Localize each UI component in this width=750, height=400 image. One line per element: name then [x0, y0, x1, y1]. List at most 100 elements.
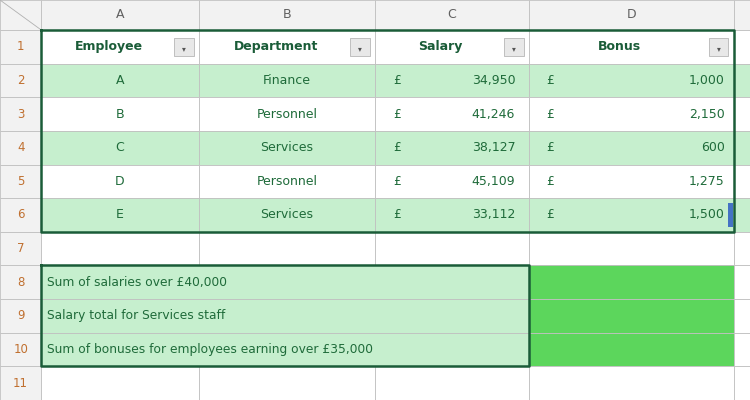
Bar [734, 64, 750, 97]
Bar [529, 0, 734, 30]
Text: A: A [116, 8, 124, 22]
Bar [0, 232, 41, 266]
Bar [41, 333, 529, 366]
Bar [734, 198, 750, 232]
Bar [0, 30, 41, 64]
Text: Finance: Finance [262, 74, 310, 87]
Bar [728, 203, 733, 227]
Text: 8: 8 [17, 276, 24, 289]
Bar [529, 366, 734, 400]
Text: 9: 9 [16, 310, 24, 322]
Text: £: £ [394, 141, 401, 154]
Bar [199, 30, 375, 64]
Bar [0, 97, 41, 131]
Bar [0, 131, 41, 164]
Bar [41, 198, 199, 232]
Bar [41, 164, 199, 198]
Bar [41, 366, 199, 400]
Bar [529, 30, 734, 64]
Text: C: C [116, 141, 124, 154]
Text: 1,275: 1,275 [688, 175, 724, 188]
Bar [375, 0, 529, 30]
Text: ▾: ▾ [716, 44, 721, 53]
Bar [0, 164, 41, 198]
Bar [529, 64, 734, 97]
Text: 2: 2 [16, 74, 24, 87]
Text: ▾: ▾ [182, 44, 186, 53]
Bar [350, 38, 370, 56]
Text: 5: 5 [17, 175, 24, 188]
Text: 11: 11 [13, 377, 28, 390]
Bar [199, 198, 375, 232]
Text: Personnel: Personnel [256, 175, 317, 188]
Bar [529, 164, 734, 198]
Bar [0, 198, 41, 232]
Bar [41, 0, 199, 30]
Bar [199, 97, 375, 131]
Bar [734, 164, 750, 198]
Text: 4: 4 [16, 141, 24, 154]
Bar [529, 266, 734, 299]
Text: Department: Department [233, 40, 318, 53]
Text: 3: 3 [17, 108, 24, 120]
Text: 1: 1 [16, 40, 24, 53]
Bar [529, 198, 734, 232]
Bar [529, 333, 734, 366]
Bar [529, 232, 734, 266]
Text: Salary: Salary [419, 40, 463, 53]
Text: D: D [626, 8, 636, 22]
Text: E: E [116, 208, 124, 222]
Text: A: A [116, 74, 124, 87]
Bar [199, 0, 375, 30]
Text: B: B [283, 8, 291, 22]
Text: £: £ [394, 74, 401, 87]
Text: £: £ [546, 208, 554, 222]
Text: 6: 6 [16, 208, 24, 222]
Bar [734, 333, 750, 366]
Bar [375, 64, 529, 97]
Text: 2,150: 2,150 [688, 108, 724, 120]
Bar [734, 299, 750, 333]
Text: Services: Services [260, 141, 314, 154]
Text: 1,000: 1,000 [688, 74, 724, 87]
Bar [174, 38, 194, 56]
Bar [0, 333, 41, 366]
Text: 1,500: 1,500 [688, 208, 724, 222]
Bar [0, 0, 41, 30]
Text: Bonus: Bonus [598, 40, 641, 53]
Text: 34,950: 34,950 [472, 74, 515, 87]
Bar [41, 64, 199, 97]
Text: £: £ [546, 175, 554, 188]
Text: Sum of bonuses for employees earning over £35,000: Sum of bonuses for employees earning ove… [47, 343, 374, 356]
Bar [734, 0, 750, 30]
Text: £: £ [546, 74, 554, 87]
Bar [375, 97, 529, 131]
Bar [529, 299, 734, 333]
Text: Sum of salaries over £40,000: Sum of salaries over £40,000 [47, 276, 227, 289]
Bar [375, 131, 529, 164]
Bar [734, 232, 750, 266]
Text: 7: 7 [16, 242, 24, 255]
Bar [734, 131, 750, 164]
Bar [199, 64, 375, 97]
Bar [41, 299, 529, 333]
Text: 45,109: 45,109 [472, 175, 515, 188]
Bar [199, 131, 375, 164]
Text: £: £ [394, 208, 401, 222]
Text: £: £ [394, 108, 401, 120]
Text: B: B [116, 108, 124, 120]
Bar [734, 366, 750, 400]
Bar [0, 299, 41, 333]
Bar [529, 131, 734, 164]
Text: C: C [448, 8, 456, 22]
Bar [0, 64, 41, 97]
Text: £: £ [394, 175, 401, 188]
Text: £: £ [546, 108, 554, 120]
Bar [734, 30, 750, 64]
Bar [504, 38, 524, 56]
Bar [734, 97, 750, 131]
Bar [41, 30, 199, 64]
Bar [375, 198, 529, 232]
Text: Employee: Employee [75, 40, 142, 53]
Bar [199, 164, 375, 198]
